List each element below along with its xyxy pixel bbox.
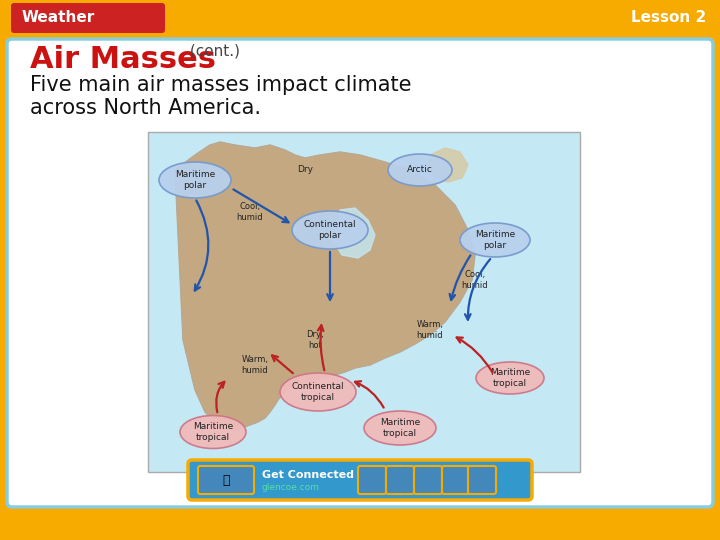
FancyBboxPatch shape [11, 3, 165, 33]
Text: Warm,
humid: Warm, humid [241, 355, 269, 375]
Polygon shape [428, 148, 468, 182]
Text: Continental
tropical: Continental tropical [292, 382, 344, 402]
Ellipse shape [476, 362, 544, 394]
Text: across North America.: across North America. [30, 98, 261, 118]
Ellipse shape [364, 411, 436, 445]
Text: Arctic: Arctic [407, 165, 433, 174]
Text: Weather: Weather [22, 10, 95, 25]
Text: Maritime
tropical: Maritime tropical [193, 422, 233, 442]
FancyBboxPatch shape [414, 466, 442, 494]
FancyBboxPatch shape [442, 466, 470, 494]
Text: Maritime
polar: Maritime polar [175, 170, 215, 190]
Ellipse shape [159, 162, 231, 198]
Text: glencoe.com: glencoe.com [262, 483, 320, 491]
Text: Warm,
humid: Warm, humid [416, 320, 444, 340]
Text: Dry,
hot: Dry, hot [306, 330, 324, 350]
FancyBboxPatch shape [198, 466, 254, 494]
FancyBboxPatch shape [188, 460, 532, 500]
Ellipse shape [388, 154, 452, 186]
Text: Maritime
polar: Maritime polar [475, 230, 515, 249]
Text: Cool,
humid: Cool, humid [462, 271, 488, 289]
Text: Cool,
humid: Cool, humid [237, 202, 264, 222]
Text: Five main air masses impact climate: Five main air masses impact climate [30, 75, 412, 95]
Text: Dry: Dry [297, 165, 313, 174]
Text: Lesson 2: Lesson 2 [631, 10, 706, 25]
Polygon shape [175, 142, 475, 430]
FancyBboxPatch shape [468, 466, 496, 494]
Ellipse shape [292, 211, 368, 249]
Ellipse shape [460, 223, 530, 257]
FancyBboxPatch shape [7, 39, 713, 507]
Text: 📱: 📱 [222, 474, 230, 487]
Text: Continental
polar: Continental polar [304, 220, 356, 240]
Text: Air Masses: Air Masses [30, 45, 216, 74]
Polygon shape [332, 208, 375, 258]
Ellipse shape [180, 415, 246, 449]
Text: Maritime
tropical: Maritime tropical [490, 368, 530, 388]
Text: (cont.): (cont.) [185, 44, 240, 59]
Ellipse shape [280, 373, 356, 411]
Text: Maritime
tropical: Maritime tropical [380, 418, 420, 438]
Text: Get Connected: Get Connected [262, 470, 354, 480]
FancyBboxPatch shape [148, 132, 580, 472]
FancyBboxPatch shape [358, 466, 386, 494]
FancyBboxPatch shape [386, 466, 414, 494]
